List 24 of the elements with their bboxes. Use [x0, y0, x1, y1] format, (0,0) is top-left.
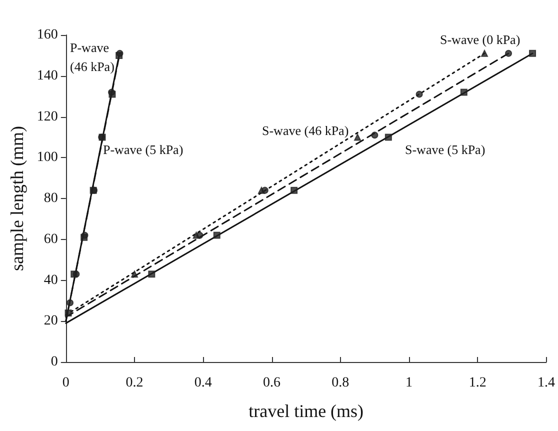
y-tick-label: 40 — [44, 272, 58, 288]
annotation: S-wave (0 kPa) — [440, 32, 520, 47]
y-axis-title: sample length (mm) — [7, 126, 27, 271]
x-tick-label: 1.2 — [468, 376, 486, 390]
annotation: S-wave (46 kPa) — [262, 123, 349, 138]
x-tick-label: 1 — [406, 376, 413, 390]
x-tick-label: 0.2 — [126, 376, 144, 390]
y-tick-label: 160 — [36, 28, 58, 42]
annotation: P-wave (5 kPa) — [103, 142, 184, 157]
x-tick-label: 1.4 — [538, 376, 555, 390]
y-tick-label: 120 — [36, 109, 58, 124]
y-tick-label: 0 — [50, 354, 58, 370]
x-tick-label: 0 — [62, 376, 70, 390]
x-tick-label: 0.8 — [332, 376, 350, 390]
x-tick-label: 0.4 — [194, 376, 212, 390]
y-tick-label: 140 — [36, 68, 58, 84]
y-tick-label: 80 — [44, 191, 58, 206]
annotation: S-wave (5 kPa) — [405, 142, 486, 157]
annotation: P-wave (46 kPa) — [70, 40, 114, 74]
y-tick-label: 60 — [44, 232, 58, 247]
x-tick-label: 0.6 — [263, 376, 281, 390]
x-axis-title: travel time (ms) — [248, 401, 364, 421]
y-tick-label: 100 — [36, 150, 58, 166]
y-tick-label: 20 — [44, 314, 58, 329]
